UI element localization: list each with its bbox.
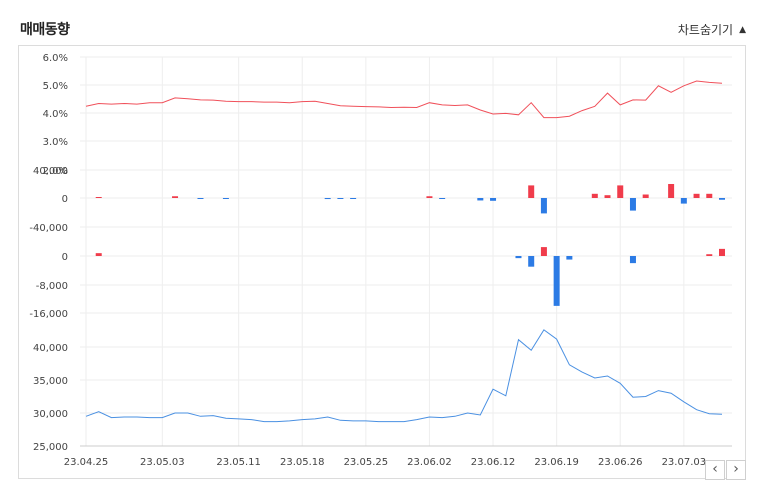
bar-institution: [477, 198, 484, 201]
bar-institution: [337, 198, 344, 199]
x-tick-label: 23.05.03: [140, 457, 185, 468]
bar-foreign: [553, 256, 560, 306]
bar-institution: [324, 198, 331, 200]
bar-institution: [222, 198, 229, 199]
prev-button[interactable]: ‹: [705, 460, 725, 480]
bar-foreign: [629, 256, 636, 264]
bar-foreign: [706, 254, 713, 256]
y-tick-label: 25,000: [33, 442, 68, 453]
bar-foreign: [95, 253, 102, 256]
bar-institution: [540, 198, 547, 214]
bar-institution: [95, 197, 102, 198]
price-line: [85, 329, 723, 423]
bar-foreign: [566, 256, 573, 260]
x-tick-label: 23.05.25: [344, 457, 389, 468]
bar-institution: [706, 193, 713, 198]
bar-institution: [642, 194, 649, 198]
bar-institution: [719, 198, 725, 200]
bar-institution: [693, 193, 700, 198]
bar-foreign: [719, 248, 725, 256]
y-tick-label: 35,000: [33, 376, 68, 387]
bar-institution: [604, 195, 611, 198]
x-tick-label: 23.04.25: [64, 457, 109, 468]
x-tick-label: 23.05.18: [280, 457, 325, 468]
bar-foreign: [528, 256, 535, 267]
bar-institution: [629, 198, 636, 211]
y-tick-label: 40,000: [33, 343, 68, 354]
x-tick-label: 23.06.26: [598, 457, 643, 468]
y-tick-label: 2.0%: [43, 166, 68, 177]
bar-institution: [680, 198, 687, 204]
x-tick-label: 23.06.12: [471, 457, 516, 468]
ratio-line: [85, 80, 723, 119]
bar-institution: [591, 193, 598, 198]
triangle-up-icon: ▲: [739, 24, 746, 35]
section-title: 매매동향: [20, 22, 70, 38]
x-tick-label: 23.06.19: [534, 457, 579, 468]
bar-institution: [439, 198, 446, 199]
y-tick-label: 6.0%: [43, 53, 68, 64]
y-tick-label: 5.0%: [43, 81, 68, 92]
hide-chart-toggle[interactable]: 차트숨기기 ▲: [678, 21, 746, 38]
bar-institution: [350, 198, 357, 199]
bar-institution: [528, 185, 535, 198]
y-tick-label: -40,000: [29, 223, 68, 234]
x-tick-label: 23.06.02: [407, 457, 452, 468]
y-tick-label: 40,000: [33, 166, 68, 177]
x-tick-label: 23.05.11: [216, 457, 261, 468]
y-tick-label: 0: [62, 194, 68, 205]
bar-institution: [490, 198, 497, 201]
y-tick-label: -16,000: [29, 309, 68, 320]
y-tick-label: -8,000: [36, 281, 68, 292]
bar-institution: [172, 196, 179, 198]
y-tick-label: 30,000: [33, 409, 68, 420]
bar-institution: [617, 185, 624, 198]
chart-frame: [18, 45, 746, 479]
x-tick-label: 23.07.03: [662, 457, 707, 468]
y-tick-label: 0: [62, 252, 68, 263]
bar-institution: [668, 184, 675, 198]
bar-foreign: [540, 247, 547, 256]
bar-institution: [426, 196, 433, 198]
bar-foreign: [515, 256, 522, 259]
next-button[interactable]: ›: [726, 460, 746, 480]
bar-institution: [197, 198, 204, 199]
y-tick-label: 3.0%: [43, 137, 68, 148]
y-tick-label: 4.0%: [43, 109, 68, 120]
hide-chart-label: 차트숨기기: [677, 23, 734, 37]
